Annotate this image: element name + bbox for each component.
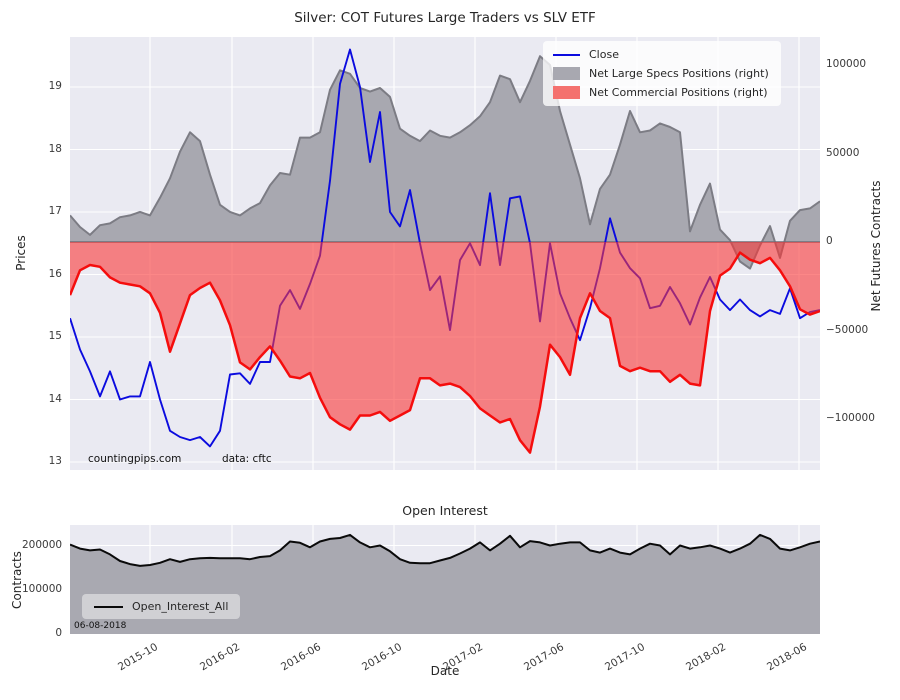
date-stamp: 06-08-2018 bbox=[74, 621, 127, 631]
specs-patch-swatch-icon bbox=[553, 67, 580, 80]
data-source-text: data: cftc bbox=[222, 453, 272, 465]
price-tick-label: 17 bbox=[48, 205, 62, 217]
price-tick-label: 19 bbox=[48, 80, 62, 92]
contracts-tick-label: 100000 bbox=[826, 58, 867, 70]
oi-tick-label: 0 bbox=[55, 627, 62, 639]
commercial-patch-swatch-icon bbox=[553, 86, 580, 99]
legend-label-open-interest: Open_Interest_All bbox=[132, 600, 229, 613]
open-interest-line-swatch-icon bbox=[94, 605, 123, 608]
right-axis-label: Net Futures Contracts bbox=[869, 180, 883, 312]
price-tick-label: 16 bbox=[48, 267, 62, 280]
price-tick-label: 13 bbox=[48, 455, 62, 467]
oi-tick-label: 100000 bbox=[22, 582, 63, 595]
main-legend: Close Net Large Specs Positions (right) … bbox=[543, 41, 781, 106]
contracts-tick-label: −50000 bbox=[826, 323, 869, 336]
commercial-edge-line bbox=[70, 251, 820, 454]
x-axis-label: Date bbox=[430, 664, 460, 678]
contracts-tick-label: −100000 bbox=[826, 412, 875, 424]
oi-tick-label: 200000 bbox=[22, 538, 63, 551]
contracts-tick-label: 0 bbox=[826, 235, 833, 247]
legend-item-open-interest: Open_Interest_All bbox=[94, 600, 228, 613]
chart-title: Silver: COT Futures Large Traders vs SLV… bbox=[294, 10, 596, 26]
specs-edge-line bbox=[70, 55, 820, 270]
oi-legend: Open_Interest_All bbox=[82, 594, 241, 619]
price-tick-label: 14 bbox=[48, 392, 62, 405]
open-interest-line bbox=[70, 533, 820, 567]
oi-panel-title: Open Interest bbox=[402, 503, 488, 518]
watermark-text: countingpips.com bbox=[88, 453, 182, 465]
contracts-tick-label: 50000 bbox=[826, 146, 860, 159]
price-tick-label: 15 bbox=[48, 330, 62, 342]
legend-item-close: Close bbox=[553, 48, 769, 61]
legend-label-commercial: Net Commercial Positions (right) bbox=[589, 86, 768, 99]
price-tick-label: 18 bbox=[48, 142, 62, 155]
oi-axis-label: Contracts bbox=[10, 551, 24, 609]
close-line-swatch-icon bbox=[553, 53, 580, 56]
legend-label-close: Close bbox=[589, 48, 619, 61]
commercial-area bbox=[70, 242, 820, 453]
specs-area bbox=[70, 56, 820, 269]
legend-item-specs: Net Large Specs Positions (right) bbox=[553, 67, 769, 80]
legend-label-specs: Net Large Specs Positions (right) bbox=[589, 67, 769, 80]
legend-item-commercial: Net Commercial Positions (right) bbox=[553, 86, 769, 99]
open-interest-area bbox=[70, 534, 820, 634]
